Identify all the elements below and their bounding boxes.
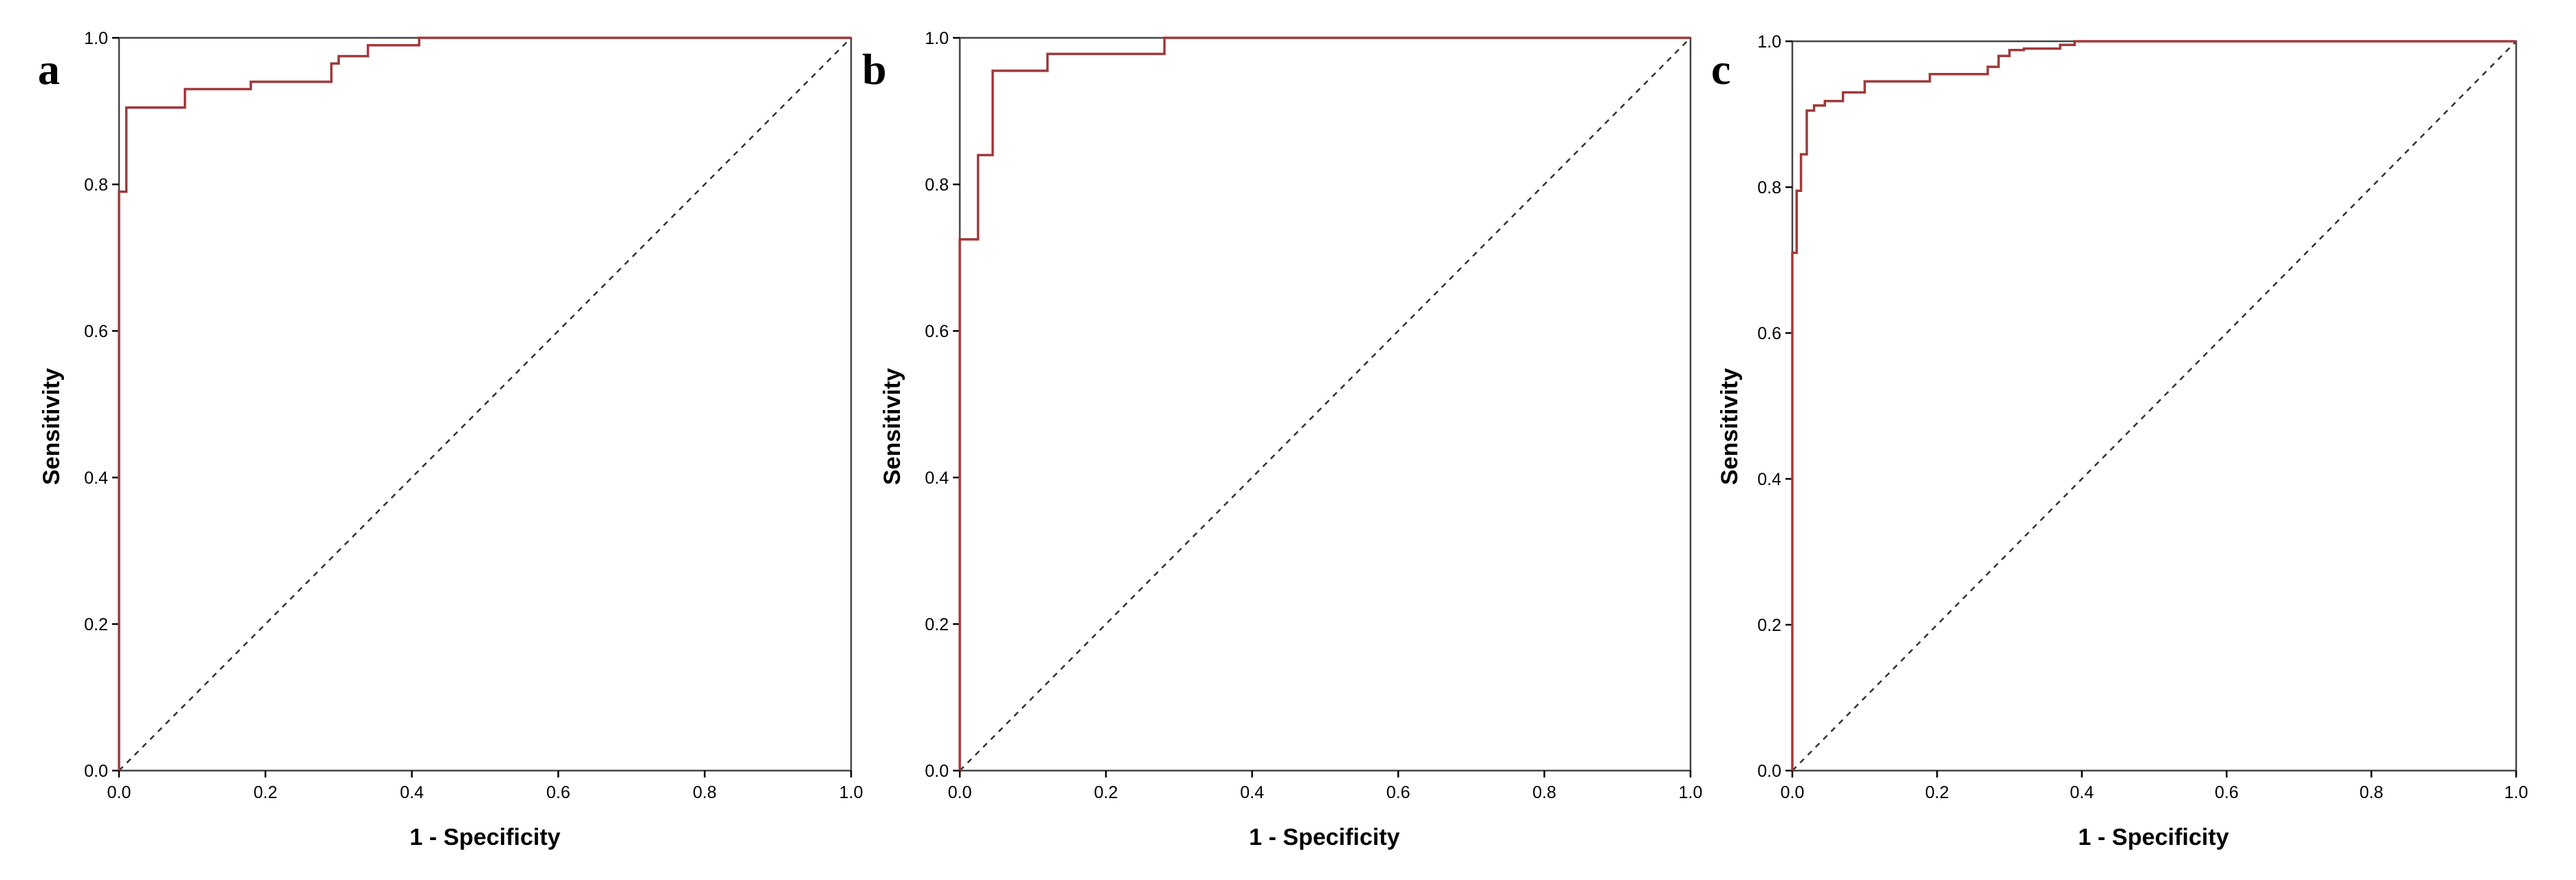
y-tick-label-a-2: 0.4: [84, 469, 108, 488]
y-tick-label-b-0: 0.0: [925, 762, 949, 781]
y-tick-label-a-4: 0.8: [84, 175, 108, 195]
x-tick-label-c-2: 0.4: [2070, 783, 2094, 802]
y-tick-label-b-4: 0.8: [925, 175, 949, 195]
x-tick-label-b-4: 0.8: [1532, 783, 1556, 802]
y-tick-label-a-5: 1.0: [84, 29, 108, 48]
plot-area-b: 0.0 0.2 0.4 0.6 0.8 1.0 0.0 0.2 0.4 0.6 0.8 1.0: [925, 29, 1702, 802]
roc-curve-b: [958, 36, 1690, 771]
x-axis-title-a: 1 - Specificity: [409, 824, 560, 850]
x-tick-label-c-5: 1.0: [2504, 783, 2529, 802]
y-tick-label-c-2: 0.4: [1757, 470, 1781, 489]
x-tick-label-b-1: 0.2: [1094, 783, 1118, 802]
x-tick-label-b-3: 0.6: [1386, 783, 1410, 802]
panel-letter-a: a: [38, 45, 60, 94]
reference-diagonal-b: [959, 37, 1691, 771]
x-tick-label-a-4: 0.8: [693, 783, 717, 802]
x-tick-label-c-0: 0.0: [1781, 783, 1805, 802]
y-tick-label-c-3: 0.6: [1757, 324, 1781, 343]
roc-curve-c: [1791, 40, 2516, 771]
panel-a: a 0.0 0.2 0.4 0.6 0.8 1.0 0.0 0.2 0.4 0.6 0.8 1.0 1…: [38, 29, 863, 850]
y-tick-label-b-2: 0.4: [925, 469, 949, 488]
x-tick-label-b-0: 0.0: [948, 783, 972, 802]
y-tick-label-c-1: 0.2: [1757, 616, 1781, 635]
y-tick-label-c-5: 1.0: [1757, 32, 1781, 52]
x-tick-label-a-0: 0.0: [107, 783, 131, 802]
panel-b: b 0.0 0.2 0.4 0.6 0.8 1.0 0.0 0.2 0.4 0.6 0.8 1.0 1…: [862, 29, 1702, 850]
y-axis-title-a: Sensitivity: [39, 368, 65, 485]
x-tick-label-c-3: 0.6: [2215, 783, 2239, 802]
y-tick-label-a-1: 0.2: [84, 615, 108, 634]
y-axis-title-b: Sensitivity: [879, 368, 905, 485]
panel-letter-c: c: [1711, 45, 1730, 94]
x-tick-label-a-2: 0.4: [400, 783, 424, 802]
plot-area-a: 0.0 0.2 0.4 0.6 0.8 1.0 0.0 0.2 0.4 0.6 0.8 1.0: [84, 29, 863, 802]
y-tick-label-c-4: 0.8: [1757, 178, 1781, 197]
x-tick-label-a-3: 0.6: [546, 783, 570, 802]
y-axis-title-c: Sensitivity: [1717, 368, 1743, 485]
y-tick-label-b-1: 0.2: [925, 615, 949, 634]
y-tick-label-c-0: 0.0: [1757, 762, 1781, 781]
panel-letter-b: b: [862, 45, 887, 94]
x-tick-label-a-1: 0.2: [253, 783, 277, 802]
x-tick-label-a-5: 1.0: [839, 783, 863, 802]
x-axis-title-b: 1 - Specificity: [1249, 824, 1399, 850]
roc-curve-a: [118, 36, 851, 771]
reference-diagonal-a: [118, 37, 852, 771]
plot-area-c: 0.0 0.2 0.4 0.6 0.8 1.0 0.0 0.2 0.4 0.6 0.8 1.0: [1757, 32, 2528, 802]
x-tick-label-c-4: 0.8: [2359, 783, 2383, 802]
y-tick-label-a-0: 0.0: [84, 762, 108, 781]
x-tick-label-b-5: 1.0: [1679, 783, 1703, 802]
x-tick-label-b-2: 0.4: [1240, 783, 1264, 802]
y-tick-label-b-3: 0.6: [925, 322, 949, 341]
x-axis-title-c: 1 - Specificity: [2078, 824, 2229, 850]
y-tick-label-b-5: 1.0: [925, 29, 949, 48]
x-tick-label-c-1: 0.2: [1925, 783, 1949, 802]
y-tick-label-a-3: 0.6: [84, 322, 108, 341]
panel-c: c 0.0 0.2 0.4 0.6 0.8 1.0 0.0 0.2 0.4 0.6 0.8 1.0 1…: [1711, 32, 2528, 850]
